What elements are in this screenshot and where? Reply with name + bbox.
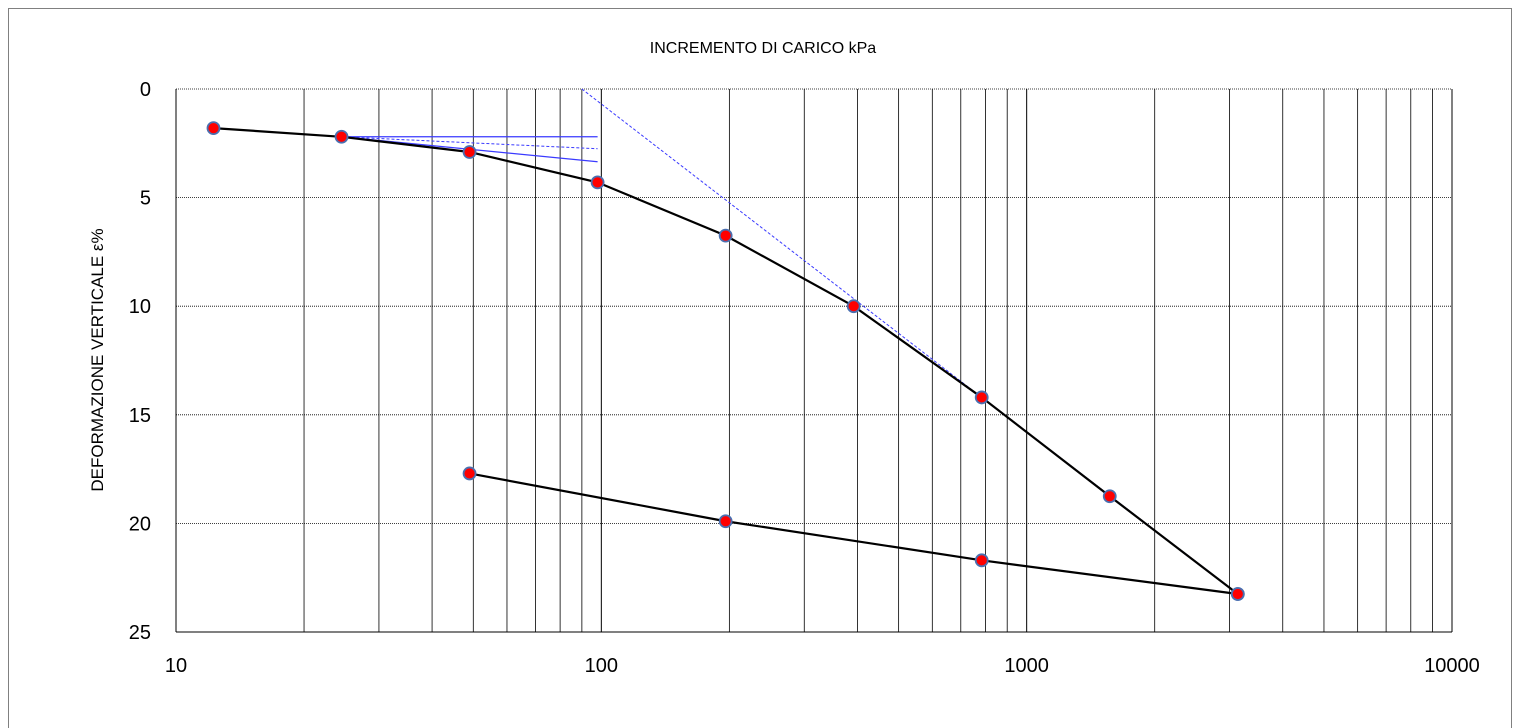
x-tick-label: 100 [585,655,618,677]
data-point [1230,587,1245,601]
data-point [974,553,989,568]
y-tick-label: 25 [129,622,151,644]
data-point [334,129,349,144]
y-tick-label: 20 [129,513,151,535]
construction-line [341,136,598,150]
chart-title: INCREMENTO DI CARICO kPa [650,40,877,57]
grid [175,88,1453,633]
data-point [846,299,861,314]
x-tick-label: 10000 [1424,655,1480,677]
data-point [718,514,733,529]
y-axis-label: DEFORMAZIONE VERTICALE ε% [88,228,107,491]
x-tick-label: 10 [165,655,187,677]
data-point [718,228,733,243]
data-point [462,145,477,159]
chart-frame [8,8,1512,728]
y-tick-label: 15 [129,405,151,427]
data-point [974,390,989,405]
y-tick-label: 0 [140,79,151,101]
y-tick-label: 5 [140,188,151,210]
x-tick-label: 1000 [1004,655,1049,677]
data-point [206,121,221,135]
tick-labels: 10 100 1000 10000 0 5 10 15 20 25 [129,79,1480,677]
series [206,121,1245,601]
construction-lines [341,88,1239,595]
data-point [1102,489,1117,504]
data-point [462,466,477,481]
data-point [590,175,605,190]
construction-line [581,88,983,398]
y-tick-label: 10 [129,296,151,318]
series-line [469,472,1238,596]
